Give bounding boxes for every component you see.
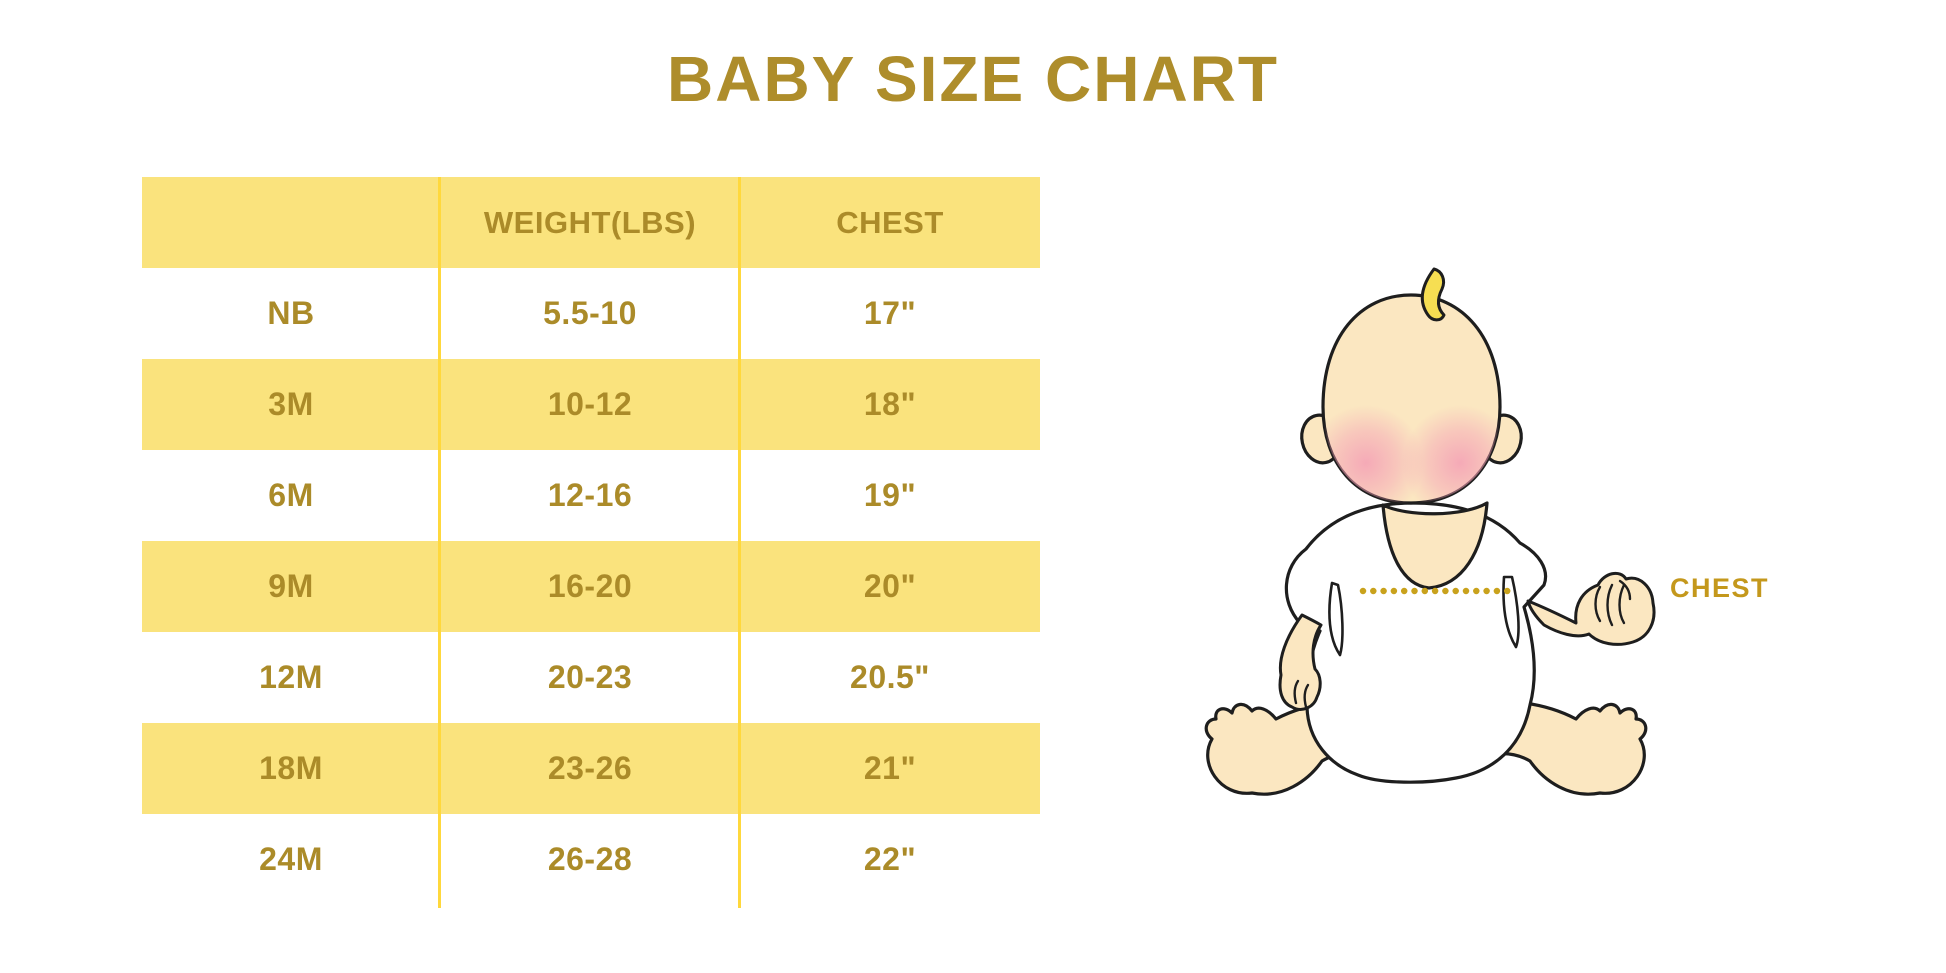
table-row-6m: 6M 12-16 19" bbox=[142, 450, 1040, 541]
size-cell: 3M bbox=[268, 386, 314, 422]
size-cell: 12M bbox=[259, 659, 323, 695]
baby-illustration bbox=[1180, 255, 1700, 815]
hair-curl bbox=[1420, 267, 1446, 322]
weight-cell: 26-28 bbox=[547, 841, 633, 877]
chest-cell: 22" bbox=[863, 841, 917, 877]
baby-right-arm bbox=[1526, 571, 1656, 646]
table-row-24m: 24M 26-28 22" bbox=[142, 814, 1040, 905]
chest-cell: 20.5" bbox=[850, 659, 930, 695]
size-cell: 9M bbox=[268, 568, 314, 604]
size-cell: 24M bbox=[259, 841, 323, 877]
chest-cell: 17" bbox=[863, 295, 917, 331]
header-weight: WEIGHT(LBS) bbox=[483, 204, 697, 240]
chest-cell: 19" bbox=[863, 477, 917, 513]
weight-cell: 12-16 bbox=[547, 477, 633, 513]
fist-creases bbox=[1594, 579, 1632, 627]
size-table: WEIGHT(LBS) CHEST NB 5.5-10 17" 3M 10-12… bbox=[142, 177, 1040, 908]
baby-svg bbox=[1204, 267, 1656, 796]
table-row-18m: 18M 23-26 21" bbox=[142, 723, 1040, 814]
table-row-9m: 9M 16-20 20" bbox=[142, 541, 1040, 632]
weight-cell: 23-26 bbox=[547, 750, 633, 786]
weight-cell: 16-20 bbox=[547, 568, 633, 604]
size-cell: 18M bbox=[259, 750, 323, 786]
column-separator bbox=[738, 177, 741, 908]
size-cell: NB bbox=[267, 295, 315, 331]
page-title: BABY SIZE CHART bbox=[667, 43, 1279, 115]
right-armpit-fold bbox=[1502, 575, 1520, 649]
baby-neck bbox=[1381, 501, 1489, 590]
weight-cell: 20-23 bbox=[547, 659, 633, 695]
size-cell: 6M bbox=[268, 477, 314, 513]
left-hand-creases bbox=[1293, 679, 1310, 709]
chest-annotation-label: CHEST bbox=[1670, 573, 1770, 603]
chest-cell: 18" bbox=[863, 386, 917, 422]
table-row-nb: NB 5.5-10 17" bbox=[142, 268, 1040, 359]
table-row-12m: 12M 20-23 20.5" bbox=[142, 632, 1040, 723]
table-row-3m: 3M 10-12 18" bbox=[142, 359, 1040, 450]
header-size bbox=[142, 177, 440, 268]
header-chest: CHEST bbox=[836, 204, 944, 240]
table-header-row: WEIGHT(LBS) CHEST bbox=[142, 177, 1040, 268]
chest-cell: 21" bbox=[863, 750, 917, 786]
chest-cell: 20" bbox=[863, 568, 917, 604]
left-armpit-fold bbox=[1328, 581, 1344, 657]
weight-cell: 10-12 bbox=[547, 386, 633, 422]
weight-cell: 5.5-10 bbox=[543, 295, 637, 331]
baby-left-arm bbox=[1278, 613, 1323, 711]
column-separator bbox=[438, 177, 441, 908]
